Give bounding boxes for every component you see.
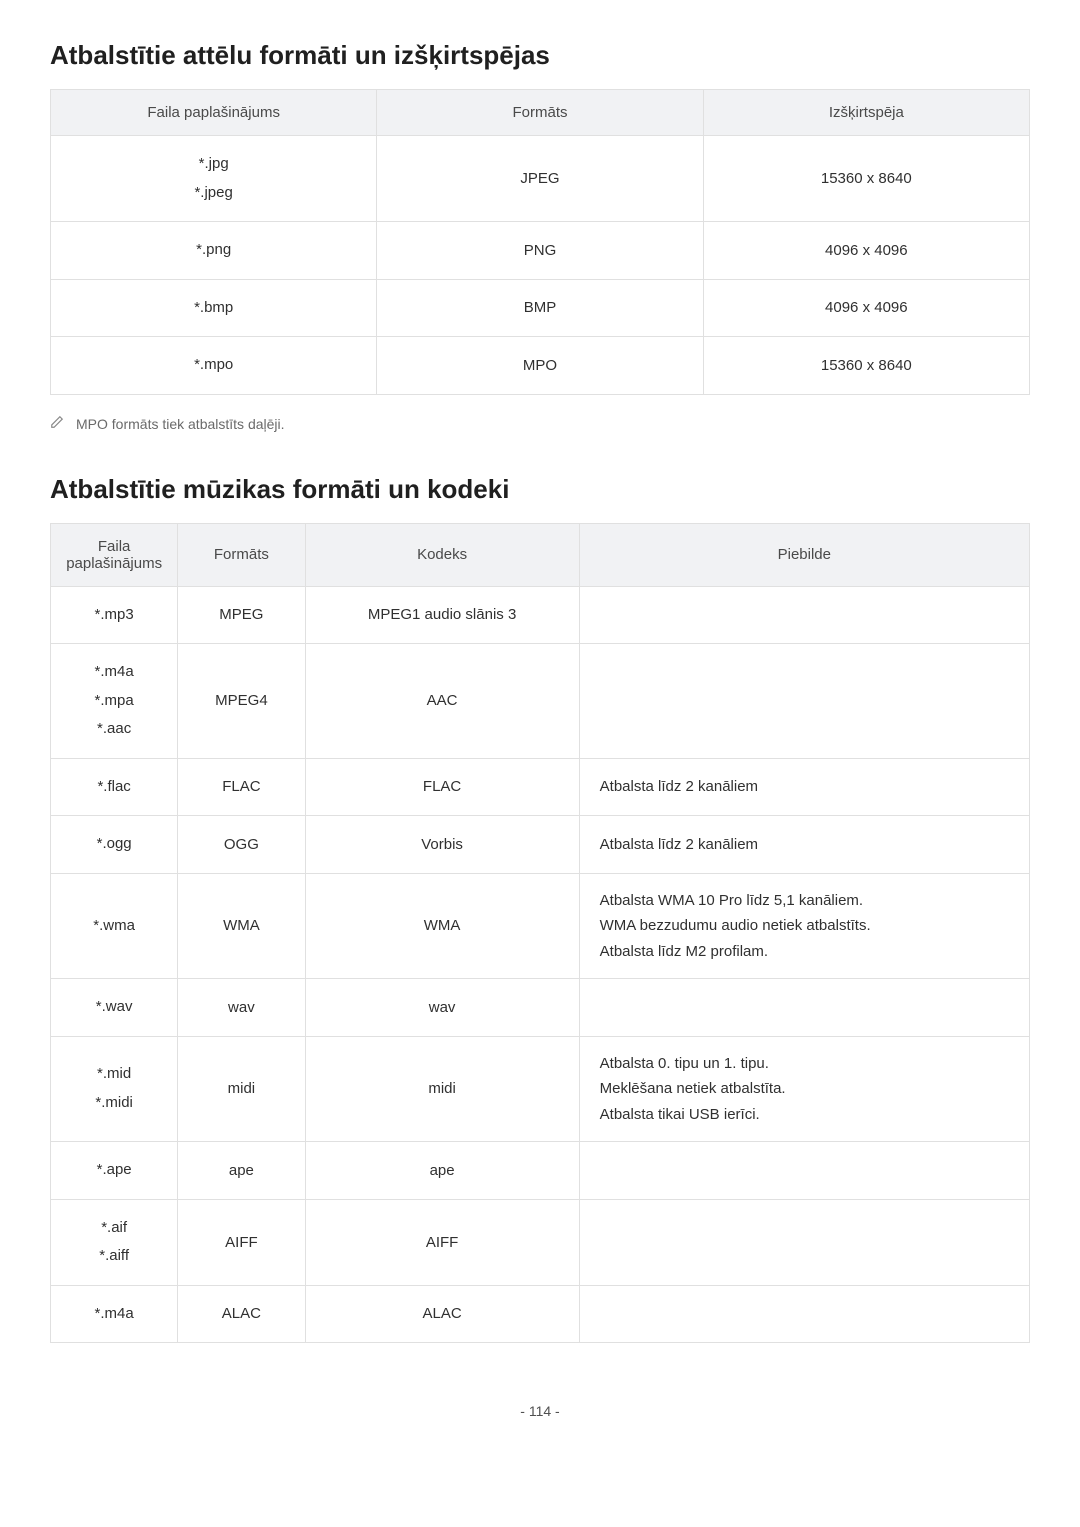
image-formats-table: Faila paplašinājums Formāts Izšķirtspēja… [50, 89, 1030, 395]
cell-ext: *.wav [51, 979, 178, 1037]
cell-ext: *.mpo [51, 337, 377, 395]
col-ext: Faila paplašinājums [51, 90, 377, 136]
cell-note [579, 1199, 1029, 1285]
col-fmt: Formāts [178, 523, 305, 586]
cell-fmt: midi [178, 1036, 305, 1142]
note-mpo: MPO formāts tiek atbalstīts daļēji. [50, 415, 1030, 434]
cell-fmt: AIFF [178, 1199, 305, 1285]
cell-note: Atbalsta līdz 2 kanāliem [579, 758, 1029, 816]
col-ext: Faila paplašinājums [51, 523, 178, 586]
cell-codec: Vorbis [305, 816, 579, 874]
cell-fmt: OGG [178, 816, 305, 874]
table-row: *.oggOGGVorbisAtbalsta līdz 2 kanāliem [51, 816, 1030, 874]
cell-fmt: ALAC [178, 1285, 305, 1343]
heading-music-formats: Atbalstītie mūzikas formāti un kodeki [50, 474, 1030, 505]
table-row: *.pngPNG4096 x 4096 [51, 222, 1030, 280]
cell-ext: *.wma [51, 873, 178, 979]
cell-note: Atbalsta WMA 10 Pro līdz 5,1 kanāliem.WM… [579, 873, 1029, 979]
table-row: *.wavwavwav [51, 979, 1030, 1037]
cell-fmt: MPEG4 [178, 644, 305, 759]
cell-codec: midi [305, 1036, 579, 1142]
cell-note [579, 979, 1029, 1037]
note-text: MPO formāts tiek atbalstīts daļēji. [76, 416, 285, 432]
cell-fmt: wav [178, 979, 305, 1037]
table-row: *.mpoMPO15360 x 8640 [51, 337, 1030, 395]
music-formats-table: Faila paplašinājums Formāts Kodeks Piebi… [50, 523, 1030, 1344]
cell-ext: *.png [51, 222, 377, 280]
cell-codec: AIFF [305, 1199, 579, 1285]
table-row: *.aif*.aiffAIFFAIFF [51, 1199, 1030, 1285]
cell-fmt: MPEG [178, 586, 305, 644]
col-codec: Kodeks [305, 523, 579, 586]
table-row: *.flacFLACFLACAtbalsta līdz 2 kanāliem [51, 758, 1030, 816]
cell-ext: *.mid*.midi [51, 1036, 178, 1142]
col-fmt: Formāts [377, 90, 703, 136]
cell-ext: *.m4a [51, 1285, 178, 1343]
cell-note [579, 1142, 1029, 1200]
cell-codec: wav [305, 979, 579, 1037]
table-row: *.mp3MPEGMPEG1 audio slānis 3 [51, 586, 1030, 644]
table-row: *.mid*.midimidimidiAtbalsta 0. tipu un 1… [51, 1036, 1030, 1142]
col-note: Piebilde [579, 523, 1029, 586]
cell-note: Atbalsta 0. tipu un 1. tipu.Meklēšana ne… [579, 1036, 1029, 1142]
cell-fmt: WMA [178, 873, 305, 979]
cell-ext: *.mp3 [51, 586, 178, 644]
cell-fmt: FLAC [178, 758, 305, 816]
cell-codec: MPEG1 audio slānis 3 [305, 586, 579, 644]
col-res: Izšķirtspēja [703, 90, 1029, 136]
cell-fmt: PNG [377, 222, 703, 280]
cell-ext: *.ogg [51, 816, 178, 874]
cell-codec: FLAC [305, 758, 579, 816]
cell-codec: ALAC [305, 1285, 579, 1343]
cell-res: 4096 x 4096 [703, 279, 1029, 337]
cell-codec: ape [305, 1142, 579, 1200]
table-row: *.m4aALACALAC [51, 1285, 1030, 1343]
table-row: *.wmaWMAWMAAtbalsta WMA 10 Pro līdz 5,1 … [51, 873, 1030, 979]
table-row: *.m4a*.mpa*.aacMPEG4AAC [51, 644, 1030, 759]
cell-fmt: ape [178, 1142, 305, 1200]
page-number: - 114 - [50, 1403, 1030, 1419]
cell-res: 15360 x 8640 [703, 136, 1029, 222]
cell-ext: *.aif*.aiff [51, 1199, 178, 1285]
cell-fmt: MPO [377, 337, 703, 395]
cell-codec: WMA [305, 873, 579, 979]
cell-note [579, 586, 1029, 644]
pencil-icon [50, 415, 64, 434]
table-row: *.apeapeape [51, 1142, 1030, 1200]
cell-note: Atbalsta līdz 2 kanāliem [579, 816, 1029, 874]
cell-fmt: BMP [377, 279, 703, 337]
cell-note [579, 644, 1029, 759]
heading-image-formats: Atbalstītie attēlu formāti un izšķirtspē… [50, 40, 1030, 71]
cell-ext: *.flac [51, 758, 178, 816]
cell-ext: *.bmp [51, 279, 377, 337]
cell-codec: AAC [305, 644, 579, 759]
cell-res: 4096 x 4096 [703, 222, 1029, 280]
table-row: *.bmpBMP4096 x 4096 [51, 279, 1030, 337]
cell-res: 15360 x 8640 [703, 337, 1029, 395]
cell-ext: *.m4a*.mpa*.aac [51, 644, 178, 759]
cell-ext: *.ape [51, 1142, 178, 1200]
cell-ext: *.jpg*.jpeg [51, 136, 377, 222]
cell-fmt: JPEG [377, 136, 703, 222]
cell-note [579, 1285, 1029, 1343]
table-row: *.jpg*.jpegJPEG15360 x 8640 [51, 136, 1030, 222]
